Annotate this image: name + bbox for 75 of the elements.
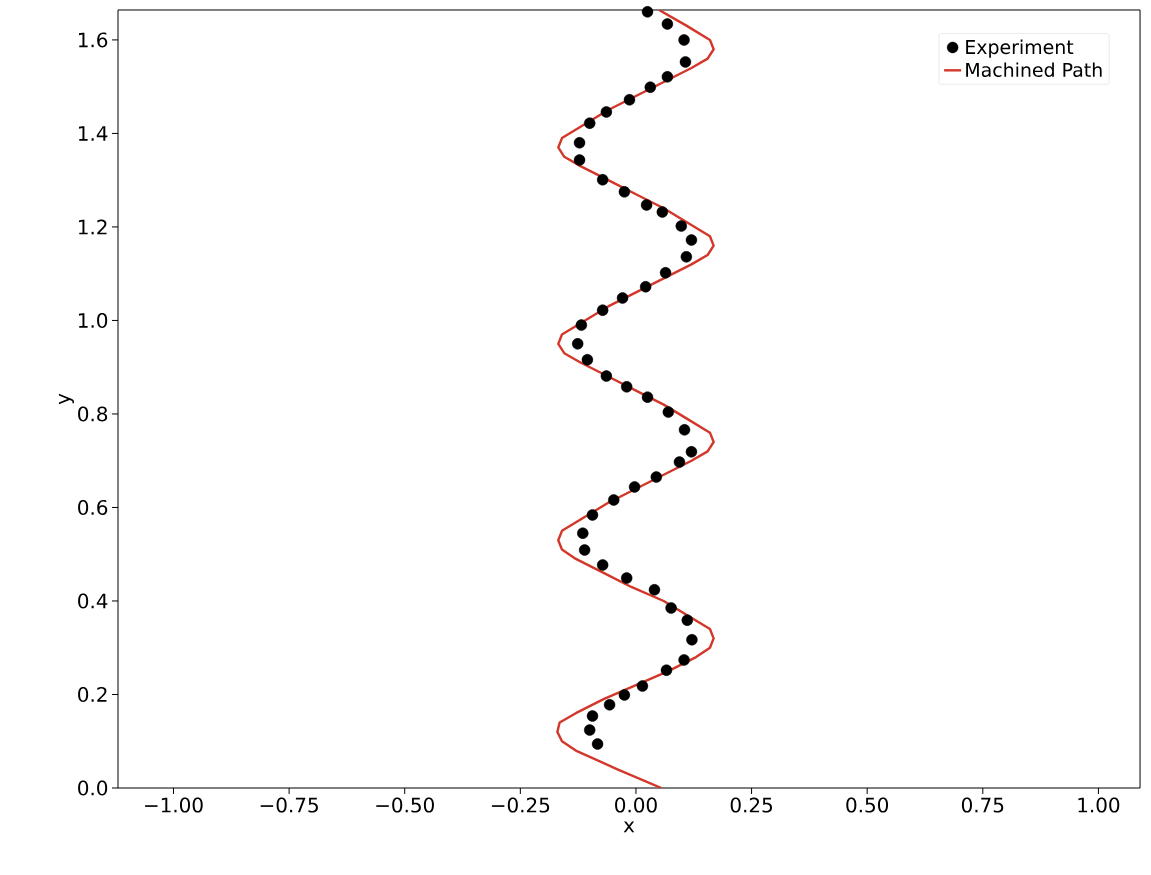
point xyxy=(586,710,599,722)
point xyxy=(596,304,609,316)
point xyxy=(600,106,613,118)
line-series xyxy=(556,9,715,788)
point xyxy=(641,6,654,18)
point xyxy=(596,559,609,571)
point xyxy=(591,738,604,750)
point xyxy=(665,602,677,614)
y-tick-label: 1.6 xyxy=(78,32,108,48)
x-tick-label: 0.00 xyxy=(615,797,657,813)
point xyxy=(584,117,596,129)
point xyxy=(680,251,693,263)
y-axis-title: y xyxy=(58,393,74,405)
point xyxy=(679,56,692,68)
x-tick-label: 1.00 xyxy=(1078,797,1120,813)
point xyxy=(659,267,672,279)
point xyxy=(596,174,609,186)
point xyxy=(578,544,591,556)
x-tick-label: −0.50 xyxy=(376,797,434,813)
point xyxy=(660,664,673,676)
point xyxy=(571,338,584,350)
point xyxy=(686,634,698,646)
x-tick-label: −0.25 xyxy=(491,797,550,813)
point xyxy=(650,471,662,483)
point xyxy=(573,154,586,166)
point xyxy=(575,319,588,331)
point xyxy=(673,456,686,468)
y-tick-label: 0.2 xyxy=(78,686,107,703)
x-tick-label: 0.50 xyxy=(846,797,889,813)
x-tick-label: 0.75 xyxy=(961,797,1004,813)
x-tick-label: −0.75 xyxy=(260,797,318,813)
x-axis-title: x xyxy=(623,821,635,833)
point xyxy=(608,494,620,506)
y-tick-label: 1.2 xyxy=(78,219,107,235)
point xyxy=(628,481,641,493)
point xyxy=(586,509,599,521)
x-tick-label: 0.25 xyxy=(730,797,773,813)
point xyxy=(648,584,661,596)
point xyxy=(621,381,633,393)
y-tick-label: 1.0 xyxy=(78,312,108,328)
point xyxy=(621,572,633,584)
point xyxy=(678,424,691,436)
point xyxy=(640,199,653,211)
point xyxy=(685,446,698,458)
point xyxy=(603,699,616,711)
point xyxy=(678,34,690,46)
point xyxy=(584,724,596,736)
point xyxy=(661,18,674,30)
y-tick-label: 0.4 xyxy=(78,593,108,609)
x-tick-label: −1.00 xyxy=(145,797,203,813)
point xyxy=(581,354,594,366)
point xyxy=(616,292,629,304)
point xyxy=(639,281,652,293)
point xyxy=(656,206,669,218)
legend-label: Machined Path xyxy=(966,62,1102,78)
point xyxy=(618,186,631,198)
point xyxy=(661,71,674,83)
point xyxy=(681,614,693,626)
point xyxy=(623,94,636,106)
legend-label: Experiment xyxy=(966,39,1074,58)
point xyxy=(618,689,631,701)
point xyxy=(685,234,698,246)
y-tick-label: 1.4 xyxy=(78,126,108,141)
y-tick-label: 0.8 xyxy=(78,406,108,422)
point xyxy=(573,137,586,149)
point xyxy=(636,680,649,692)
y-tick-label: 0.0 xyxy=(78,780,108,796)
point xyxy=(641,391,654,403)
point xyxy=(644,81,656,93)
point xyxy=(675,220,687,232)
point xyxy=(662,406,675,418)
point xyxy=(600,370,613,382)
y-tick-label: 0.6 xyxy=(78,499,108,515)
point xyxy=(678,654,690,666)
point xyxy=(577,527,589,539)
